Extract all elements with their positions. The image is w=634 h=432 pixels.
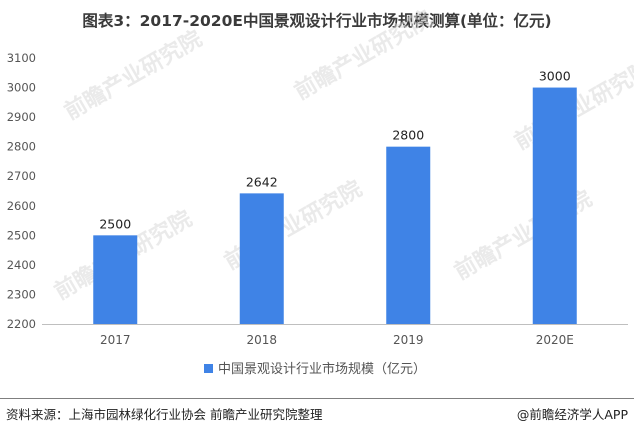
- x-axis: 2017 2018 2019 2020E: [42, 324, 628, 347]
- data-label: 3000: [539, 69, 571, 84]
- source-note: 资料来源：上海市园林绿化行业协会 前瞻产业研究院整理: [6, 407, 323, 422]
- bars: 2500 2642 2800 3000: [93, 69, 577, 324]
- y-tick-label: 2500: [7, 228, 36, 242]
- y-tick-label: 2600: [7, 199, 36, 213]
- bar-2019: [386, 146, 431, 324]
- y-tick-label: 2300: [7, 287, 36, 301]
- data-label: 2800: [392, 128, 424, 143]
- y-tick-label: 2900: [7, 110, 36, 124]
- footer-divider: [0, 398, 634, 399]
- watermark-text: 前瞻产业研究院: [60, 26, 206, 126]
- chart-title: 图表3：2017-2020E中国景观设计行业市场规模测算(单位：亿元): [82, 12, 552, 30]
- watermark-text: 前瞻产业研究院: [290, 6, 436, 106]
- legend-swatch: [204, 364, 213, 373]
- data-label: 2642: [246, 174, 278, 189]
- brand-credit: @前瞻经济学人APP: [516, 407, 628, 422]
- x-tick-label: 2018: [246, 333, 277, 347]
- y-tick-label: 2200: [7, 317, 36, 331]
- y-tick-label: 2700: [7, 169, 36, 183]
- y-axis: 2200 2300 2400 2500 2600 2700 2800 2900 3000 3100: [7, 51, 36, 331]
- x-tick-label: 2020E: [536, 333, 574, 347]
- x-tick-label: 2017: [100, 333, 131, 347]
- y-tick-label: 3000: [7, 81, 36, 95]
- bar-2018: [239, 193, 284, 324]
- legend-label: 中国景观设计行业市场规模（亿元）: [218, 361, 426, 377]
- y-tick-label: 3100: [7, 51, 36, 65]
- bar-2017: [93, 235, 138, 324]
- y-tick-label: 2400: [7, 258, 36, 272]
- x-tick-label: 2019: [393, 333, 424, 347]
- y-tick-label: 2800: [7, 140, 36, 154]
- bar-2020E: [532, 87, 577, 324]
- data-label: 2500: [99, 216, 131, 231]
- legend: 中国景观设计行业市场规模（亿元）: [204, 361, 426, 377]
